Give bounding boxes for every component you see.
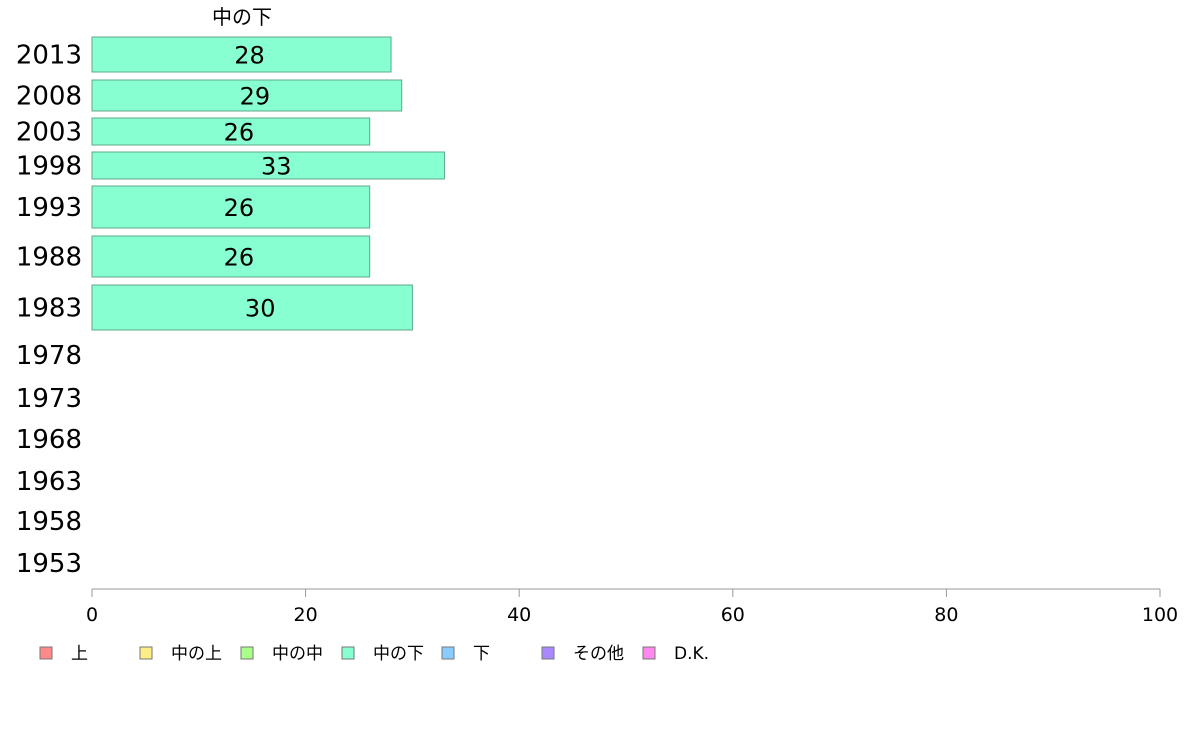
bar-value-label: 28 [234, 42, 265, 70]
legend-label: 上 [71, 644, 88, 664]
bar [91, 36, 392, 73]
year-label: 1983 [16, 294, 82, 324]
legend-label: 下 [473, 644, 490, 664]
year-label: 1988 [16, 243, 82, 273]
x-axis: 0 20 40 60 80 100 [86, 588, 1178, 626]
legend-label: 中の上 [171, 644, 222, 664]
x-tick-label: 40 [507, 604, 531, 626]
year-label: 1968 [16, 425, 82, 455]
legend: 上 中の上 中の中 中の下 下 その他 D.K. [39, 644, 709, 664]
bar-value-label: 33 [261, 153, 292, 181]
year-label: 1993 [16, 193, 82, 223]
legend-label: 中の下 [373, 644, 424, 664]
year-label: 2008 [16, 82, 82, 112]
x-tick-label: 60 [721, 604, 745, 626]
series-title: 中の下 [212, 5, 272, 29]
legend-swatch [240, 646, 254, 660]
legend-label: D.K. [674, 644, 709, 664]
legend-swatch [541, 646, 555, 660]
legend-label: その他 [573, 644, 624, 664]
bar [91, 235, 371, 278]
bar-value-label: 26 [224, 194, 255, 222]
bar [91, 151, 445, 180]
bar [91, 284, 413, 331]
legend-swatch [642, 646, 656, 660]
x-tick-label: 0 [86, 604, 98, 626]
bar-value-label: 29 [240, 83, 271, 111]
x-tick-label: 80 [934, 604, 958, 626]
legend-swatch [139, 646, 153, 660]
x-tick-label: 100 [1142, 604, 1178, 626]
year-labels: 2013 2008 2003 1998 1993 1988 1983 1978 1973 1968… [16, 41, 82, 580]
legend-swatch [39, 646, 53, 660]
year-label: 1998 [16, 152, 82, 182]
bar-value-label: 30 [245, 295, 276, 323]
year-label: 1963 [16, 467, 82, 497]
bar [91, 117, 371, 146]
bar-value-label: 26 [224, 119, 255, 147]
legend-swatch [441, 646, 455, 660]
legend-label: 中の中 [272, 644, 323, 664]
year-label: 1958 [16, 507, 82, 537]
bar [91, 185, 371, 229]
x-tick-label: 20 [294, 604, 318, 626]
year-label: 2003 [16, 118, 82, 148]
year-label: 2013 [16, 41, 82, 71]
year-label: 1978 [16, 341, 82, 371]
bar-value-label: 26 [224, 244, 255, 272]
bar [91, 79, 403, 112]
legend-swatch [341, 646, 355, 660]
year-label: 1953 [16, 549, 82, 579]
year-label: 1973 [16, 384, 82, 414]
